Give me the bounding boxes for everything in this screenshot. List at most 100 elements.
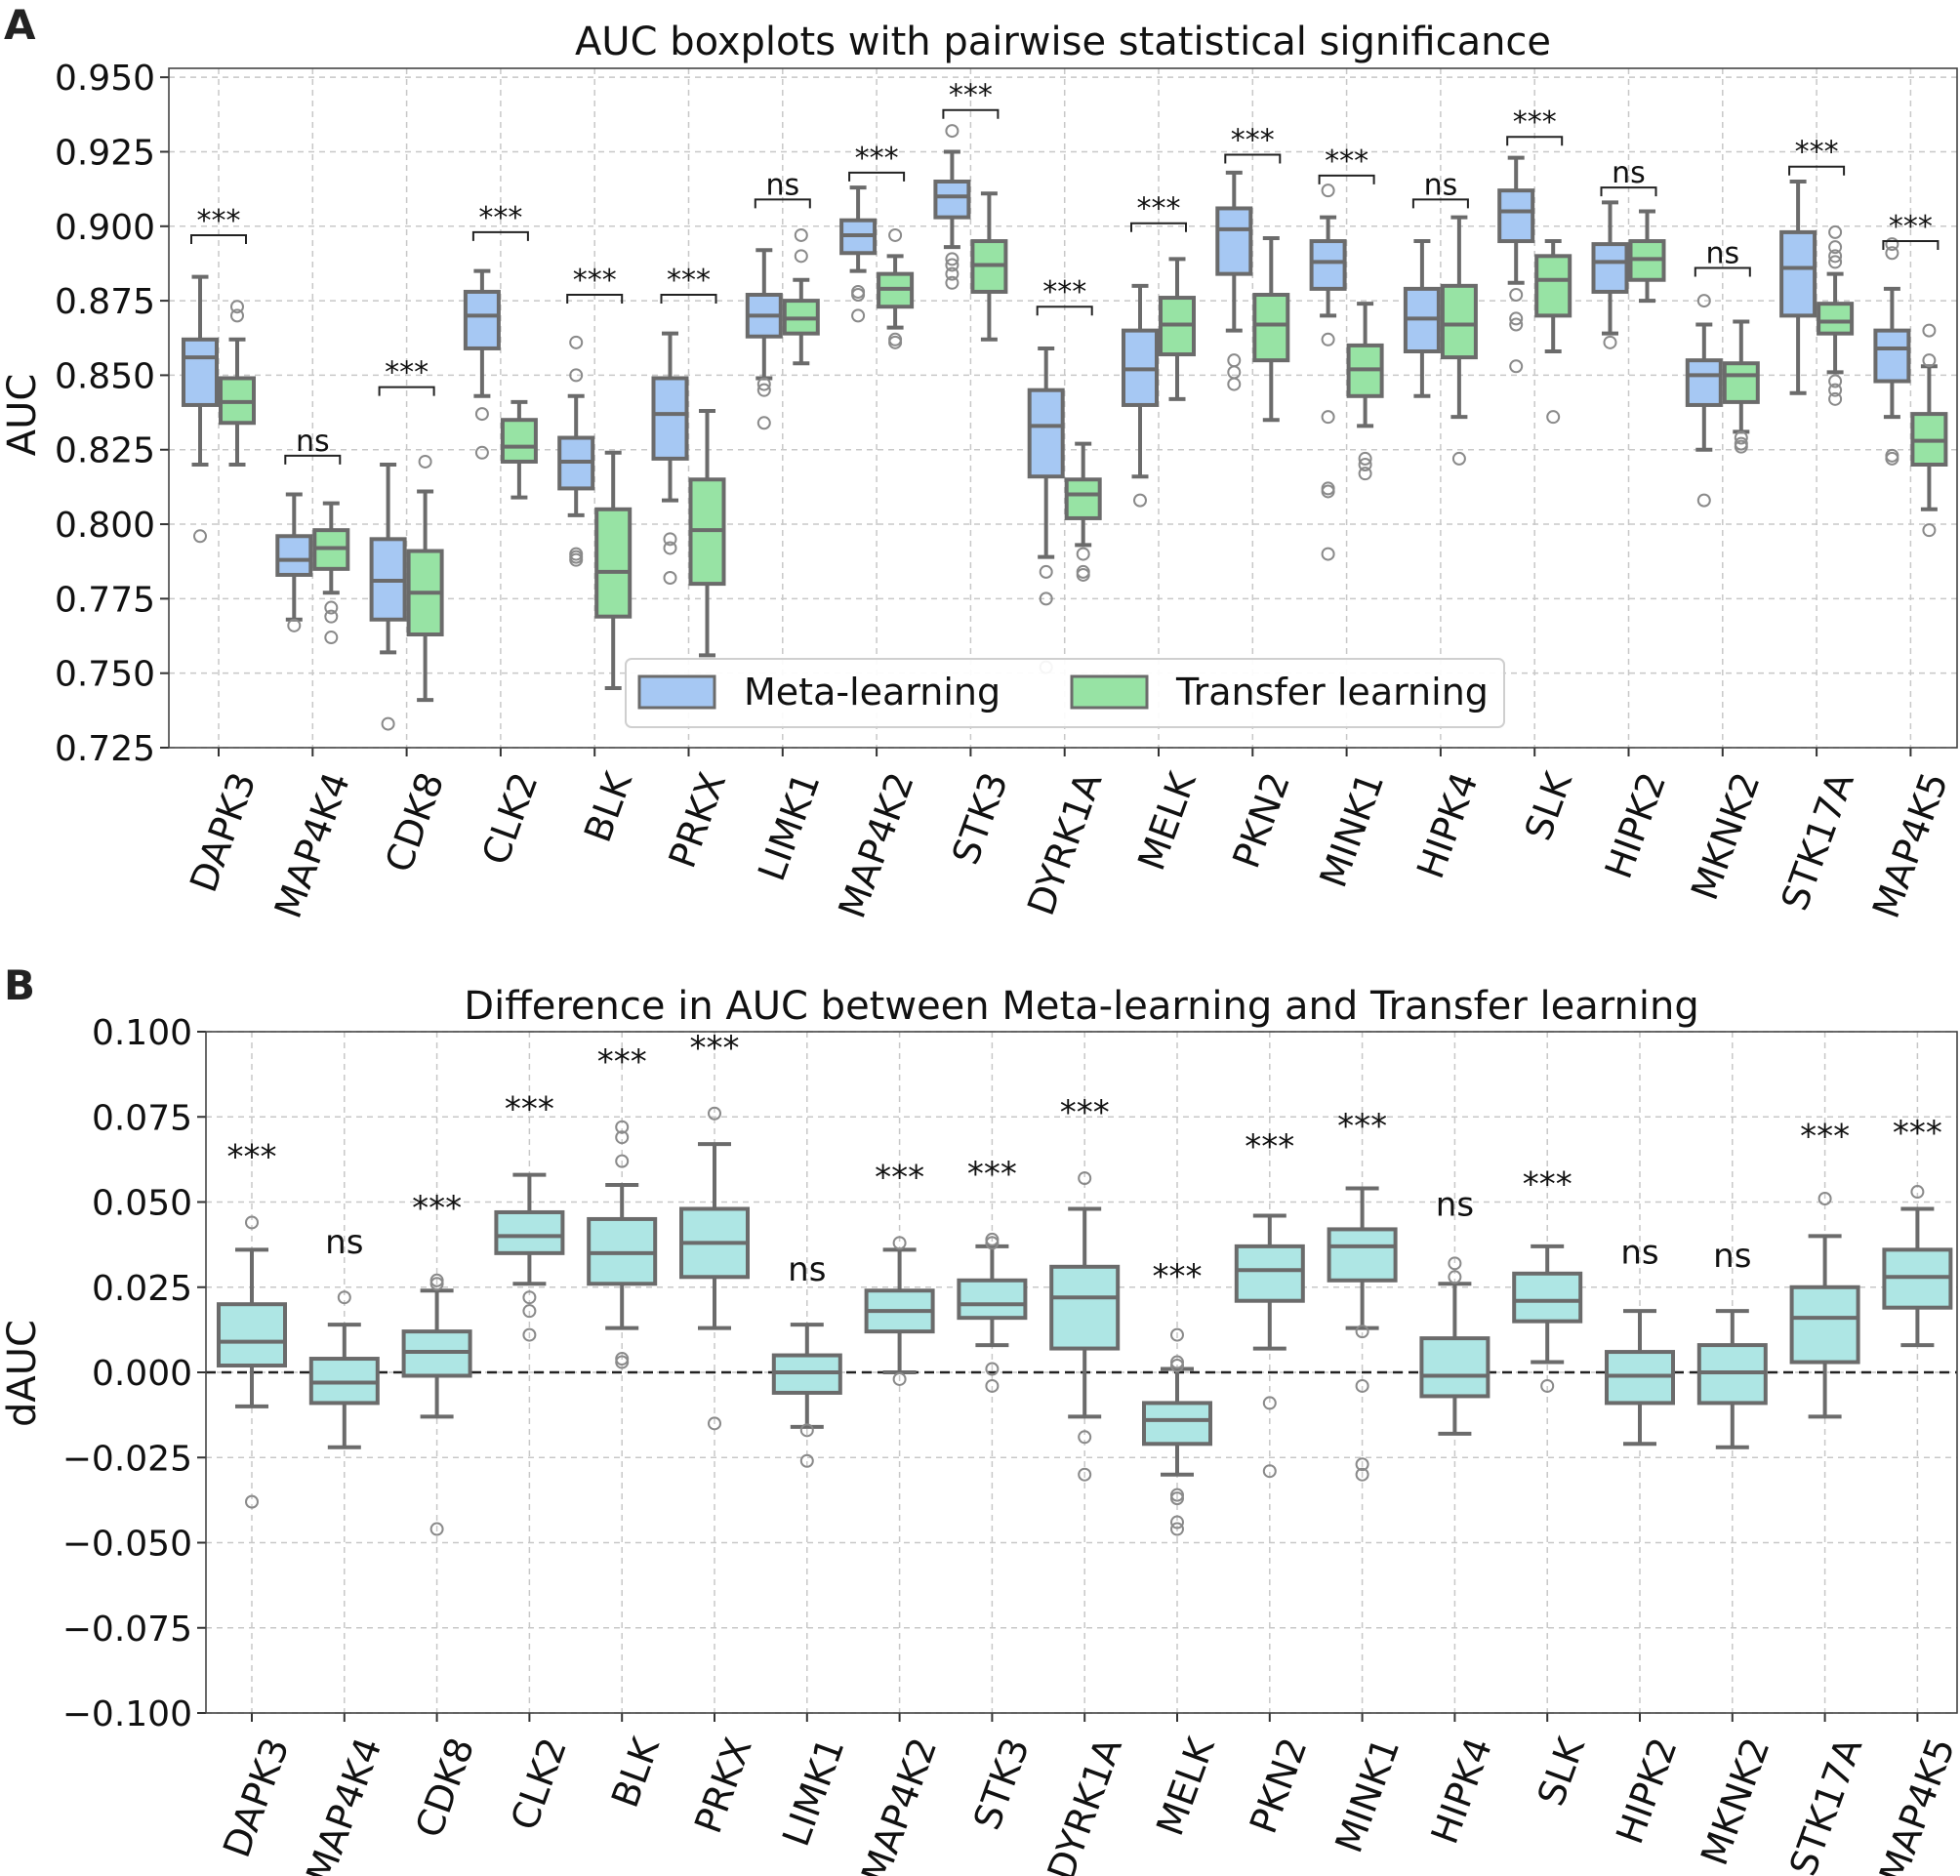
outlier-point — [337, 1290, 351, 1305]
outlier-point — [794, 249, 808, 264]
outlier-point — [888, 335, 903, 349]
box-map4k5-meta — [1873, 237, 1911, 466]
outlier-point — [945, 252, 960, 266]
box-blk — [587, 1120, 658, 1369]
outlier-point — [1922, 523, 1937, 538]
box-mink1 — [1327, 1186, 1398, 1482]
box-cdk8-meta — [369, 463, 407, 731]
legend-swatch-transfer — [1070, 674, 1149, 710]
box-stk3-transfer — [970, 191, 1008, 342]
x-tick-label-stk17a: STK17A — [1773, 767, 1861, 917]
y-tick-label: −0.075 — [62, 1610, 192, 1650]
outlier-point — [945, 266, 960, 281]
outlier-point — [569, 552, 584, 567]
significance-label: *** — [1137, 192, 1181, 226]
x-tick-label-map4k5: MAP4K5 — [1871, 1733, 1960, 1876]
significance-label: ns — [788, 1250, 826, 1289]
significance-label: *** — [1060, 1093, 1110, 1132]
panel-b-significance: *** ns *** *** *** *** ns *** *** *** *** *** *** ns *… — [227, 1029, 1942, 1296]
outlier-point — [756, 383, 771, 397]
outlier-point — [381, 716, 395, 731]
significance-label: *** — [875, 1159, 924, 1198]
significance-label: *** — [1325, 144, 1368, 179]
panel-b-title: Difference in AUC between Meta-learning … — [464, 984, 1698, 1029]
box-iqr — [1722, 361, 1760, 404]
x-tick-label-cdk8: CDK8 — [377, 767, 452, 878]
box-dyrk1a-transfer — [1064, 441, 1102, 582]
box-iqr — [1779, 229, 1817, 318]
significance-bracket — [1788, 165, 1846, 176]
box-hipk2 — [1605, 1309, 1675, 1447]
box-stk3 — [957, 1232, 1028, 1393]
outlier-point — [615, 1154, 630, 1168]
significance-label: *** — [1153, 1257, 1203, 1296]
box-prkx-transfer — [688, 409, 726, 658]
x-tick-label-map4k4: MAP4K4 — [298, 1733, 389, 1876]
outlier-point — [324, 600, 339, 615]
significance-label: *** — [1800, 1118, 1850, 1157]
significance-label: *** — [478, 201, 522, 235]
panel-a-boxplots — [182, 124, 1948, 731]
box-hipk2-transfer — [1628, 209, 1666, 304]
outlier-point — [1076, 567, 1090, 582]
box-dapk3-meta — [182, 274, 219, 544]
outlier-point — [1321, 484, 1335, 499]
x-tick-label-mink1: MINK1 — [1327, 1733, 1408, 1858]
box-map4k2-meta — [839, 185, 878, 323]
box-iqr — [933, 180, 971, 220]
outlier-point — [569, 335, 584, 349]
box-iqr — [1142, 1401, 1212, 1447]
outlier-point — [756, 377, 771, 391]
x-tick-label-hipk2: HIPK2 — [1597, 767, 1675, 884]
box-blk-meta — [557, 335, 595, 567]
outlier-point — [1603, 335, 1617, 349]
significance-label: *** — [505, 1090, 554, 1129]
x-tick-label-slk: SLK — [1530, 1732, 1594, 1812]
outlier-point — [474, 407, 489, 422]
outlier-point — [1076, 547, 1090, 561]
box-dyrk1a — [1049, 1171, 1121, 1482]
panel-a-significance: *** ns *** *** *** *** ns *** *** *** *** *** *** ns *… — [190, 79, 1940, 465]
outlier-point — [888, 227, 903, 242]
y-tick-label: 0.100 — [92, 1013, 192, 1053]
significance-label: ns — [1424, 168, 1458, 202]
outlier-point — [615, 1355, 630, 1369]
outlier-point — [708, 1106, 721, 1121]
significance-label: *** — [1245, 1127, 1294, 1166]
significance-bracket — [566, 294, 624, 304]
y-tick-label: −0.025 — [62, 1439, 192, 1479]
outlier-point — [193, 529, 207, 544]
box-clk2-meta — [463, 268, 501, 460]
significance-label: ns — [1713, 1237, 1751, 1276]
box-pkn2 — [1234, 1213, 1305, 1479]
box-map4k5-transfer — [1910, 323, 1948, 538]
panel-a-legend: Meta-learning Transfer learning — [625, 658, 1505, 728]
outlier-point — [1321, 410, 1335, 425]
outlier-point — [1170, 1491, 1184, 1506]
outlier-point — [1910, 1185, 1925, 1200]
outlier-point — [1922, 353, 1937, 368]
x-tick-label-dapk3: DAPK3 — [215, 1733, 298, 1863]
box-stk17a-meta — [1779, 180, 1817, 395]
outlier-point — [663, 532, 677, 547]
y-tick-label: 0.875 — [55, 282, 155, 322]
box-iqr — [1252, 293, 1290, 363]
significance-label: *** — [967, 1155, 1017, 1194]
significance-label: ns — [325, 1223, 363, 1262]
box-iqr — [1309, 239, 1347, 291]
x-tick-label-blk: BLK — [576, 766, 640, 848]
outlier-point — [1355, 1457, 1369, 1472]
outlier-point — [1321, 332, 1335, 347]
legend-label-meta: Meta-learning — [744, 671, 1000, 714]
outlier-point — [985, 1378, 1000, 1393]
box-clk2-transfer — [500, 399, 538, 500]
box-mink1-transfer — [1346, 302, 1384, 481]
y-tick-label: 0.775 — [55, 580, 155, 620]
significance-bracket — [1036, 306, 1093, 316]
outlier-point — [1696, 493, 1711, 508]
box-dapk3-transfer — [219, 300, 256, 467]
significance-label: *** — [597, 1042, 647, 1081]
outlier-point — [1451, 451, 1466, 466]
significance-label: *** — [1513, 105, 1557, 140]
outlier-point — [1540, 1378, 1555, 1393]
